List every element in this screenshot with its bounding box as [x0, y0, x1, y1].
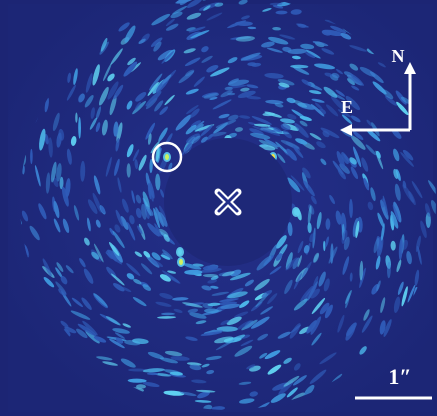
- east-label: E: [341, 97, 353, 117]
- speckle: [178, 249, 182, 255]
- speckle: [165, 154, 169, 160]
- image: N E 1″: [0, 0, 437, 416]
- speckle: [294, 209, 298, 215]
- speckle: [30, 149, 33, 164]
- scale-label: 1″: [388, 364, 411, 389]
- north-label: N: [392, 46, 405, 66]
- speckle: [179, 259, 183, 265]
